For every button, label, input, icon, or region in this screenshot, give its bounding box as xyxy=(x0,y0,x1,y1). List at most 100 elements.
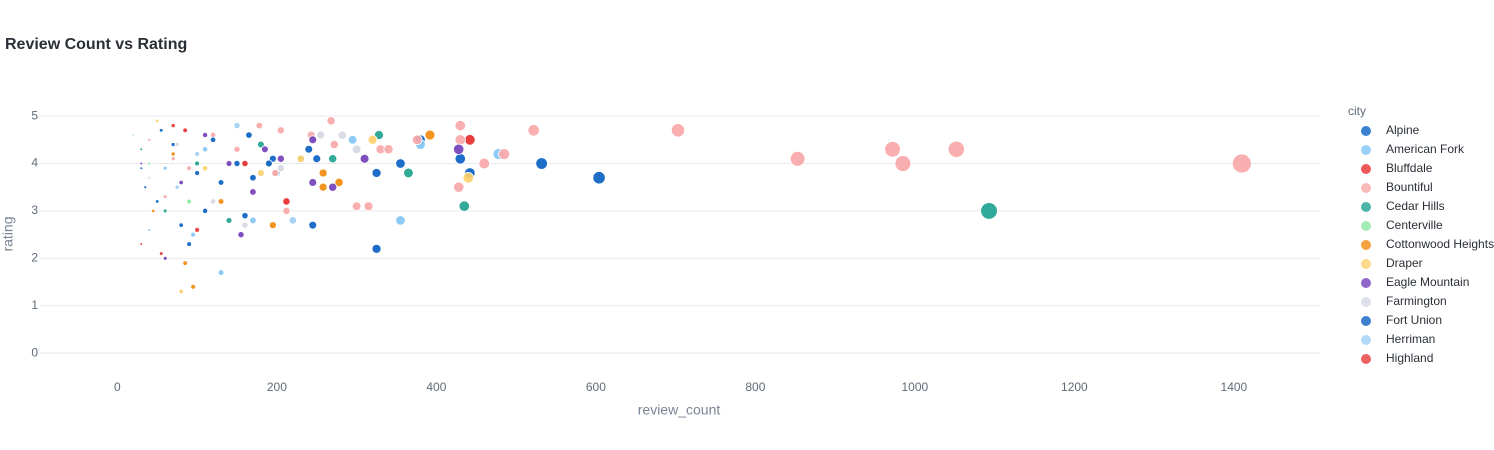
legend-label: Fort Union xyxy=(1386,313,1442,327)
point xyxy=(947,140,965,158)
point xyxy=(363,201,374,212)
legend-label: Cottonwood Heights xyxy=(1386,237,1494,251)
point xyxy=(178,179,184,186)
point xyxy=(237,231,245,239)
legend-label: Alpine xyxy=(1386,123,1420,137)
point xyxy=(241,221,249,229)
point xyxy=(276,126,285,135)
legend-label: Cedar Hills xyxy=(1386,199,1445,213)
point xyxy=(328,154,338,164)
x-tick-label: 400 xyxy=(426,380,446,394)
x-tick-label: 800 xyxy=(745,380,765,394)
point xyxy=(202,165,209,172)
legend-item[interactable]: Farmington xyxy=(1361,294,1447,308)
legend-label: American Fork xyxy=(1386,142,1465,156)
point xyxy=(182,260,188,266)
point xyxy=(255,121,264,130)
point xyxy=(158,251,164,256)
point xyxy=(139,242,144,246)
point xyxy=(257,169,265,177)
legend-item[interactable]: American Fork xyxy=(1361,142,1465,156)
x-tick-label: 1400 xyxy=(1221,380,1248,394)
x-tick-label: 600 xyxy=(586,380,606,394)
point xyxy=(268,221,277,230)
legend-item[interactable]: Bountiful xyxy=(1361,180,1433,194)
point xyxy=(162,208,168,214)
point xyxy=(276,154,285,163)
series xyxy=(139,131,606,254)
point xyxy=(186,165,192,172)
point xyxy=(371,243,382,254)
point xyxy=(329,139,339,150)
point xyxy=(454,119,466,132)
point xyxy=(351,144,362,155)
legend-item[interactable]: Alpine xyxy=(1361,123,1420,137)
point xyxy=(162,194,168,200)
point xyxy=(326,116,336,126)
point xyxy=(308,135,318,145)
point xyxy=(182,127,188,134)
legend-item[interactable]: Herriman xyxy=(1361,332,1435,346)
point xyxy=(217,179,225,186)
point xyxy=(147,175,152,180)
point xyxy=(453,143,465,155)
legend-item[interactable]: Cedar Hills xyxy=(1361,199,1445,213)
series xyxy=(155,118,474,295)
legend-item[interactable]: Highland xyxy=(1361,351,1433,365)
legend-item[interactable]: Draper xyxy=(1361,256,1423,270)
point xyxy=(383,144,394,155)
point xyxy=(1231,153,1252,174)
point xyxy=(249,216,257,225)
point xyxy=(261,145,269,154)
point xyxy=(147,227,152,232)
point xyxy=(312,154,322,164)
point xyxy=(318,168,328,178)
point xyxy=(371,168,382,178)
y-tick-label: 2 xyxy=(31,251,38,265)
point xyxy=(367,134,378,145)
legend-item[interactable]: Cottonwood Heights xyxy=(1361,237,1494,251)
series xyxy=(158,127,476,256)
x-tick-label: 1200 xyxy=(1061,380,1088,394)
point xyxy=(894,155,912,172)
point xyxy=(395,215,406,226)
legend-item[interactable]: Centerville xyxy=(1361,218,1443,232)
point xyxy=(186,198,192,205)
point xyxy=(498,148,511,160)
point xyxy=(178,222,184,228)
point xyxy=(151,208,156,214)
point xyxy=(139,161,144,166)
legend-label: Herriman xyxy=(1386,332,1435,346)
legend-item[interactable]: Bluffdale xyxy=(1361,161,1433,175)
point xyxy=(233,160,241,168)
legend-marker xyxy=(1361,126,1371,136)
point xyxy=(245,131,253,139)
legend-title: city xyxy=(1348,104,1366,118)
point xyxy=(464,134,476,146)
point xyxy=(202,131,209,139)
point xyxy=(592,171,606,185)
point xyxy=(190,283,196,290)
point xyxy=(328,182,338,192)
legend-marker xyxy=(1361,145,1371,155)
point xyxy=(170,156,176,162)
point xyxy=(527,124,540,137)
legend-item[interactable]: Eagle Mountain xyxy=(1361,275,1469,289)
point xyxy=(147,137,152,142)
series xyxy=(139,131,465,261)
point xyxy=(174,141,180,148)
point xyxy=(131,133,135,137)
point xyxy=(249,188,257,196)
point xyxy=(249,174,257,182)
legend-label: Centerville xyxy=(1386,218,1443,232)
legend-marker xyxy=(1361,259,1371,269)
series xyxy=(139,123,201,246)
point xyxy=(282,206,291,216)
point xyxy=(296,154,306,163)
legend-item[interactable]: Fort Union xyxy=(1361,313,1442,327)
point xyxy=(424,129,436,141)
point xyxy=(241,212,249,220)
point xyxy=(337,130,347,140)
series xyxy=(147,130,362,229)
